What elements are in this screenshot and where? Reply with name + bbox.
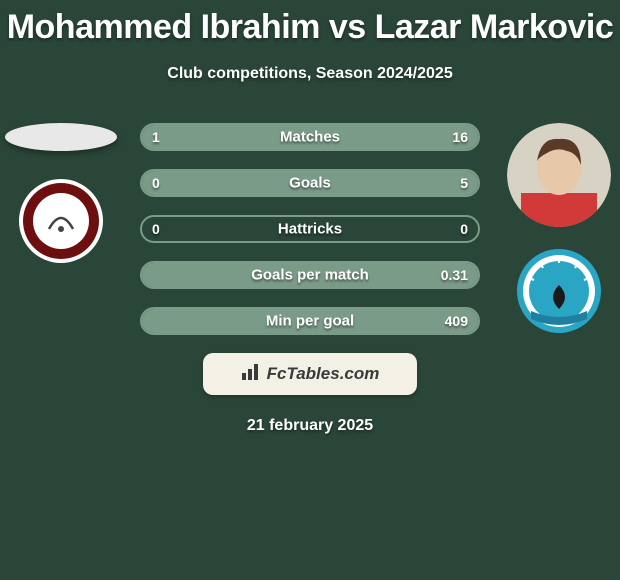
stat-value-right: 409 — [445, 313, 468, 329]
brand-text: FcTables.com — [267, 364, 380, 384]
stat-label: Min per goal — [266, 313, 354, 330]
date-text: 21 february 2025 — [0, 417, 620, 435]
stat-row-goals-per-match: Goals per match 0.31 — [140, 261, 480, 289]
page-title: Mohammed Ibrahim vs Lazar Markovic — [0, 0, 620, 47]
stat-value-right: 5 — [460, 175, 468, 191]
stat-value-left: 0 — [152, 175, 160, 191]
right-club-badge — [517, 249, 601, 333]
stat-value-left: 0 — [152, 221, 160, 237]
stat-value-right: 16 — [452, 129, 468, 145]
stats-area: 1 Matches 16 0 Goals 5 0 Hattricks 0 Goa… — [0, 123, 620, 335]
brand-bars-icon — [241, 363, 261, 386]
stat-row-matches: 1 Matches 16 — [140, 123, 480, 151]
left-player-column — [6, 123, 116, 263]
stat-label: Matches — [280, 129, 340, 146]
left-player-photo — [5, 123, 117, 151]
stat-rows: 1 Matches 16 0 Goals 5 0 Hattricks 0 Goa… — [140, 123, 480, 335]
stat-value-right: 0.31 — [441, 267, 468, 283]
right-player-photo — [507, 123, 611, 227]
subtitle: Club competitions, Season 2024/2025 — [0, 65, 620, 83]
stat-row-min-per-goal: Min per goal 409 — [140, 307, 480, 335]
stat-label: Goals — [289, 175, 331, 192]
stat-value-right: 0 — [460, 221, 468, 237]
stat-row-goals: 0 Goals 5 — [140, 169, 480, 197]
stat-value-left: 1 — [152, 129, 160, 145]
stat-row-hattricks: 0 Hattricks 0 — [140, 215, 480, 243]
right-player-column — [504, 123, 614, 333]
stat-label: Goals per match — [251, 267, 369, 284]
brand-box: FcTables.com — [203, 353, 417, 395]
left-club-badge — [19, 179, 103, 263]
stat-label: Hattricks — [278, 221, 342, 238]
